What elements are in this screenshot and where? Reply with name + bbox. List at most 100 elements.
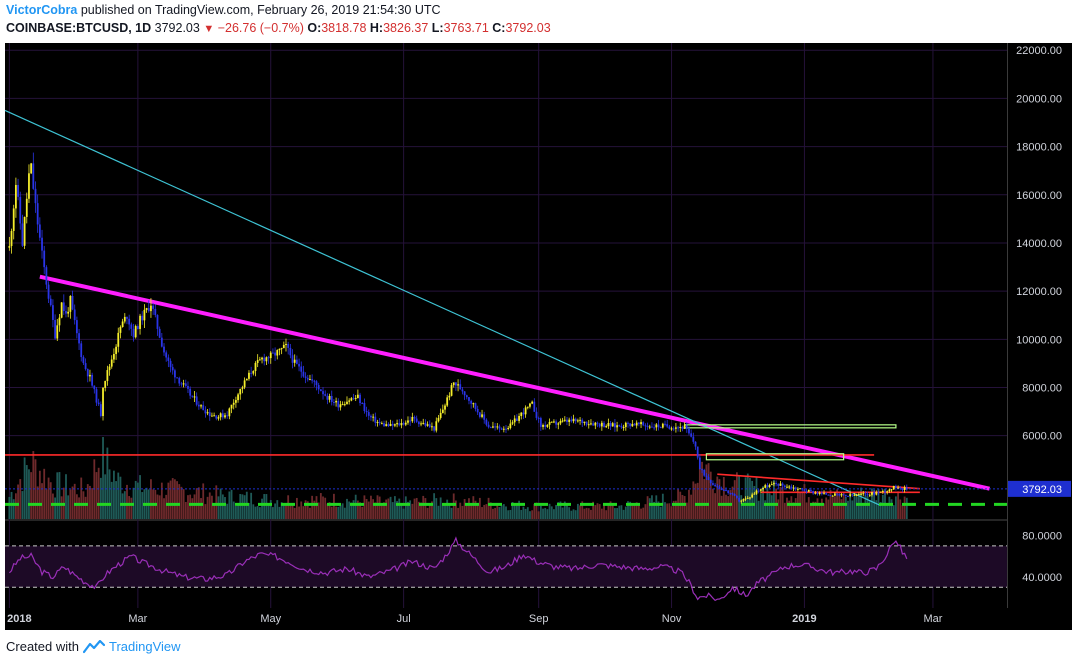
candle-body bbox=[219, 413, 222, 418]
candle-body bbox=[409, 420, 412, 422]
volume-bar bbox=[156, 494, 159, 519]
candle-body bbox=[230, 404, 233, 409]
volume-bar bbox=[58, 472, 61, 519]
candle-body bbox=[150, 305, 152, 312]
candle-body bbox=[67, 311, 70, 314]
volume-bar bbox=[108, 469, 111, 519]
volume-bar bbox=[313, 500, 316, 519]
volume-bar bbox=[407, 501, 409, 519]
candle-body bbox=[437, 417, 440, 422]
volume-bar bbox=[422, 495, 425, 519]
volume-bar bbox=[481, 507, 483, 519]
time-axis[interactable] bbox=[5, 608, 1072, 630]
candle-body bbox=[644, 425, 647, 427]
volume-bar bbox=[818, 502, 821, 519]
price-tick-label: 18000.00 bbox=[1016, 142, 1062, 154]
volume-bar bbox=[513, 505, 516, 519]
candle-body bbox=[169, 360, 172, 368]
volume-bar bbox=[134, 480, 137, 519]
volume-bar bbox=[398, 498, 401, 519]
candle-body bbox=[544, 424, 547, 427]
candle-body bbox=[890, 489, 893, 491]
candle-body bbox=[868, 494, 871, 496]
candle-body bbox=[892, 485, 895, 490]
volume-bar bbox=[766, 486, 769, 519]
volume-bar bbox=[820, 498, 823, 519]
volume-bar bbox=[871, 488, 873, 519]
volume-bar bbox=[675, 500, 677, 519]
candle-body bbox=[258, 359, 261, 361]
volume-bar bbox=[428, 503, 431, 519]
candle-body bbox=[485, 419, 488, 425]
volume-bar bbox=[783, 502, 786, 519]
candle-body bbox=[590, 423, 592, 425]
candle-body bbox=[594, 422, 597, 426]
volume-bar bbox=[899, 499, 902, 519]
candle-body bbox=[457, 384, 459, 386]
candle-body bbox=[659, 427, 662, 429]
candle-body bbox=[243, 380, 246, 388]
candle-body bbox=[132, 328, 135, 338]
candle-body bbox=[158, 328, 161, 338]
candle-body bbox=[847, 495, 849, 497]
volume-bar bbox=[655, 495, 658, 519]
volume-bar bbox=[725, 494, 727, 519]
candle-body bbox=[794, 487, 797, 490]
candle-body bbox=[387, 424, 390, 426]
candle-body bbox=[657, 424, 660, 428]
time-tick-label: May bbox=[260, 613, 281, 625]
volume-bar bbox=[352, 500, 355, 519]
candle-body bbox=[849, 494, 852, 497]
candle-body bbox=[786, 486, 788, 488]
candle-body bbox=[683, 425, 686, 429]
candle-body bbox=[570, 419, 573, 422]
candle-body bbox=[733, 493, 736, 496]
symbol-label[interactable]: COINBASE:BTCUSD, 1D bbox=[6, 21, 152, 35]
candle-body bbox=[428, 424, 431, 427]
candle-body bbox=[339, 404, 342, 408]
volume-bar bbox=[607, 504, 610, 519]
candle-body bbox=[89, 374, 91, 377]
volume-bar bbox=[335, 506, 337, 519]
candle-body bbox=[143, 309, 146, 321]
candle-body bbox=[206, 412, 209, 414]
price-tick-label: 8000.00 bbox=[1022, 383, 1062, 395]
volume-bar bbox=[278, 506, 281, 519]
candle-body bbox=[435, 421, 438, 431]
author-name[interactable]: VictorCobra bbox=[6, 3, 78, 17]
candle-body bbox=[12, 208, 15, 231]
candle-body bbox=[19, 196, 22, 224]
candle-body bbox=[616, 425, 618, 428]
candle-body bbox=[877, 492, 880, 494]
candle-body bbox=[511, 422, 514, 424]
volume-bar bbox=[383, 502, 385, 519]
volume-bar bbox=[681, 494, 684, 519]
candle-body bbox=[328, 395, 331, 400]
candle-body bbox=[731, 493, 734, 495]
volume-bar bbox=[333, 493, 335, 519]
candle-body bbox=[529, 403, 531, 407]
candle-body bbox=[287, 344, 290, 348]
volume-bar bbox=[661, 493, 664, 519]
volume-bar bbox=[95, 472, 98, 519]
candle-body bbox=[343, 404, 346, 406]
candle-body bbox=[627, 422, 629, 424]
candle-body bbox=[147, 308, 150, 312]
volume-bar bbox=[474, 500, 477, 519]
volume-bar bbox=[180, 486, 183, 519]
candle-body bbox=[108, 366, 111, 371]
volume-bar bbox=[555, 504, 557, 519]
candle-body bbox=[313, 380, 316, 382]
volume-bar bbox=[468, 498, 470, 519]
volume-bar bbox=[291, 505, 294, 519]
candle-body bbox=[834, 493, 836, 496]
candle-body bbox=[119, 327, 122, 333]
volume-bar bbox=[119, 476, 122, 519]
price-axis[interactable] bbox=[1008, 43, 1072, 608]
price-pane-background[interactable] bbox=[5, 43, 1007, 520]
candle-body bbox=[324, 394, 327, 396]
candle-body bbox=[624, 422, 627, 428]
tradingview-brand[interactable]: TradingView bbox=[108, 639, 181, 654]
candle-body bbox=[165, 352, 168, 358]
